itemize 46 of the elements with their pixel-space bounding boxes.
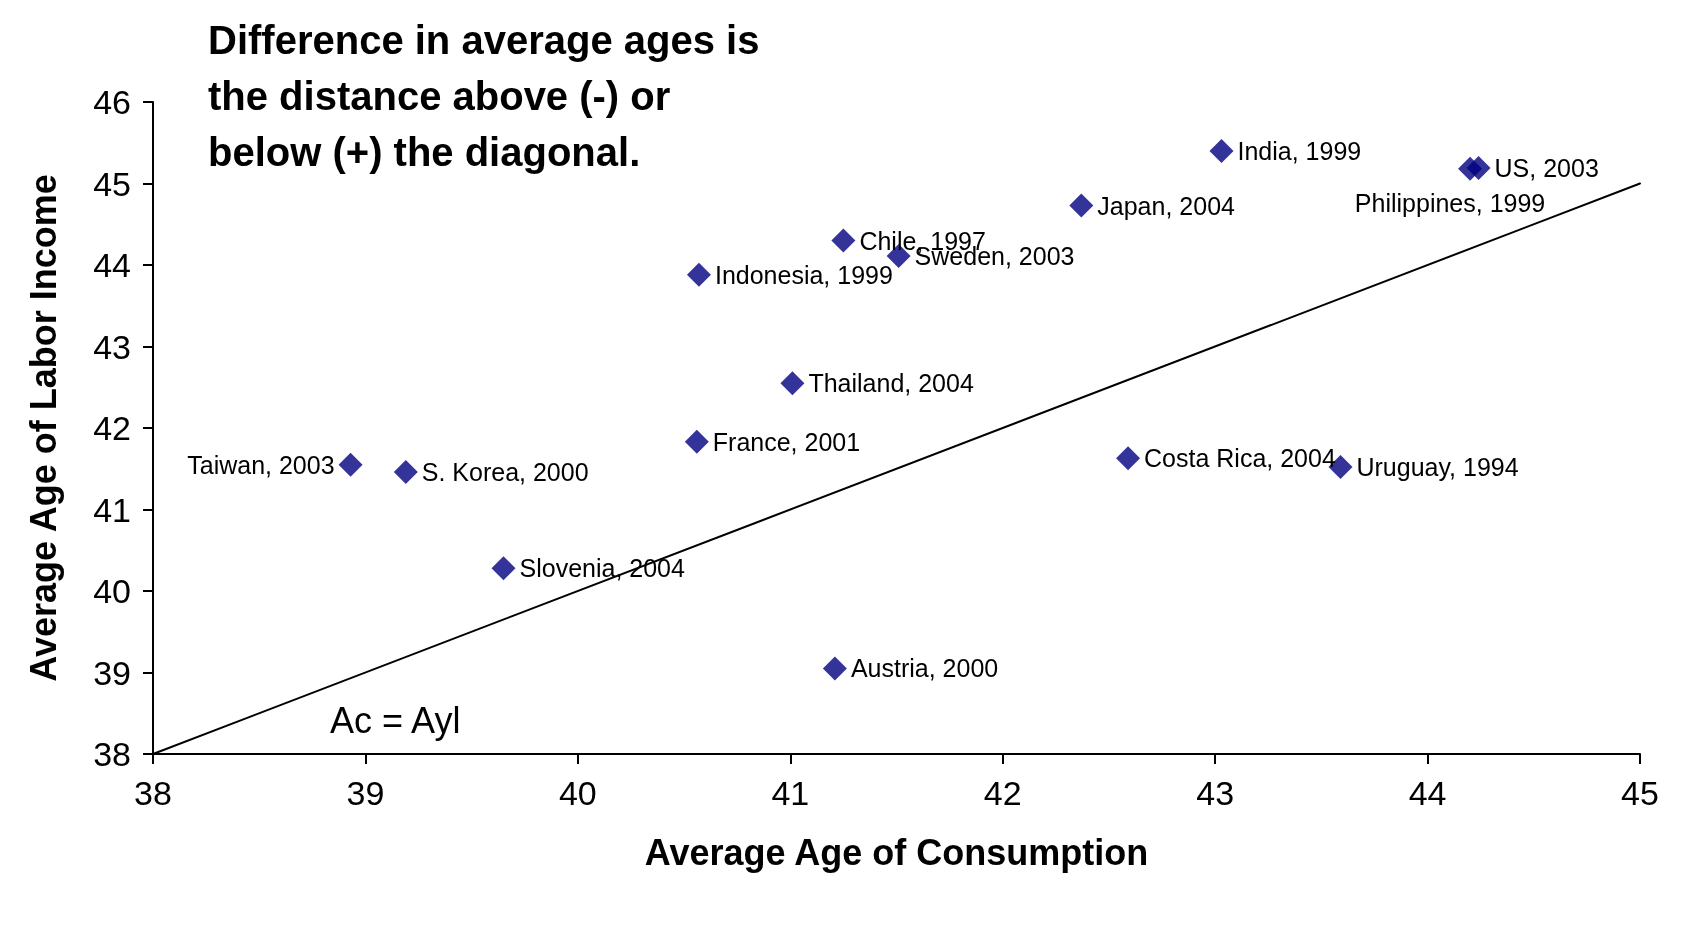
x-tick-label: 39 [346,774,385,812]
y-tick-label: 44 [93,246,131,284]
annotation: Taiwan, 2003 [187,450,335,479]
x-tick-label: 42 [983,774,1022,812]
y-tick-label: 38 [93,735,131,773]
x-tick-label: 45 [1621,774,1659,812]
point [338,452,363,477]
point [831,228,856,253]
y-tick-label: 46 [93,83,131,121]
point [1116,446,1141,471]
point [1209,138,1234,163]
x-tick-label: 38 [134,774,172,812]
x-axis-title: Average Age of Consumption [644,831,1149,873]
annotation: S. Korea, 2000 [421,458,589,487]
annotation: France, 2001 [712,427,861,456]
y-tick-label: 42 [93,409,131,447]
annotation: Indonesia, 1999 [714,260,893,289]
annotation: Japan, 2004 [1097,191,1236,220]
y-tick-label: 41 [93,490,131,529]
point [686,262,711,287]
annotation: India, 1999 [1237,136,1362,165]
point [393,460,418,485]
annotation: Ac = Ayl [330,699,461,741]
annotation: US, 2003 [1494,154,1599,183]
point [684,429,709,454]
annotation: Philippines, 1999 [1354,189,1546,218]
x-tick-label: 41 [771,774,810,812]
annotation: Slovenia, 2004 [519,554,686,583]
point [822,656,847,681]
annotation: Thailand, 2004 [808,369,974,398]
point [491,556,516,581]
annotation: Uruguay, 1994 [1356,453,1519,482]
y-tick-label: 43 [93,327,131,366]
point [1069,193,1094,218]
x-tick-label: 43 [1196,774,1235,812]
annotation: Difference in average ages is the distance above (-) or below (+) the diagonal. [208,18,771,174]
x-tick-label: 44 [1408,774,1447,812]
point [780,371,805,396]
y-tick-label: 45 [93,164,131,203]
point [1458,156,1483,181]
annotation: Austria, 2000 [850,654,999,683]
y-tick-label: 39 [93,653,131,692]
annotation: Costa Rica, 2004 [1144,444,1336,473]
y-tick-label: 40 [93,572,131,610]
x-tick-label: 40 [558,774,597,812]
y-axis-title: Average Age of Labor Income [22,174,64,682]
